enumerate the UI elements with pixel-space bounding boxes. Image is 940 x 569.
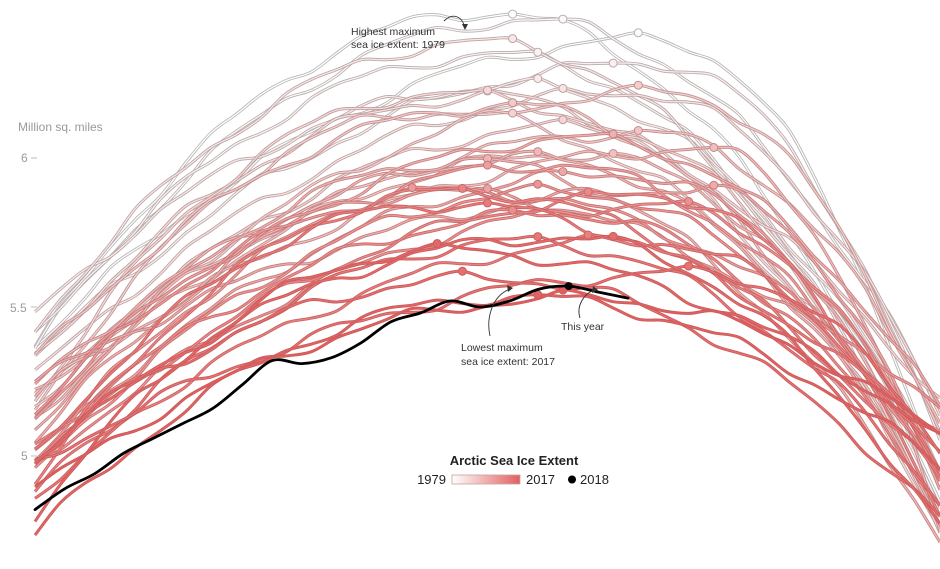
max-marker-2006 <box>508 205 518 215</box>
series-line-2005 <box>34 200 940 478</box>
max-marker-2015 <box>432 239 442 248</box>
legend-current-dot <box>568 475 576 484</box>
y-axis: Million sq. miles 6 5.5 5 <box>10 120 103 463</box>
annotation-current-arrowhead <box>592 286 598 293</box>
y-axis-label: Million sq. miles <box>18 120 103 134</box>
max-marker-2011 <box>533 232 543 242</box>
max-marker-2010 <box>483 198 492 208</box>
legend: Arctic Sea Ice Extent 1979 2017 2018 <box>417 453 609 487</box>
max-marker-1986 <box>558 83 568 93</box>
maximum-markers <box>407 9 719 300</box>
legend-title: Arctic Sea Ice Extent <box>450 453 579 468</box>
annotation-highest-line2: sea ice extent: 1979 <box>351 39 445 51</box>
max-marker-2012 <box>684 261 694 271</box>
max-marker-1984 <box>533 74 543 83</box>
max-marker-2003 <box>407 183 417 193</box>
annotation-current: This year <box>561 286 605 333</box>
max-marker-2014 <box>608 231 618 241</box>
max-marker-1998 <box>608 129 618 139</box>
annotation-current-text: This year <box>561 321 605 333</box>
max-marker-2004 <box>533 179 543 189</box>
annotation-highest-arrowhead <box>462 24 468 30</box>
max-marker-2001 <box>483 184 492 193</box>
series-line-1985 <box>34 37 940 518</box>
max-marker-2008 <box>457 183 467 193</box>
y-tick-label-5-5: 5.5 <box>10 301 27 315</box>
max-marker-1981 <box>558 14 568 24</box>
annotation-lowest-line2: sea ice extent: 2017 <box>461 356 555 368</box>
annotation-highest: Highest maximum sea ice extent: 1979 <box>351 15 468 51</box>
legend-current-year: 2018 <box>580 472 609 487</box>
annotation-lowest-arrowhead <box>507 285 513 292</box>
max-marker-1988 <box>483 85 492 95</box>
legend-start-year: 1979 <box>417 472 446 487</box>
max-marker-2018 <box>564 282 573 291</box>
series-line-2013 <box>34 270 940 517</box>
series-line-2006 <box>34 208 940 507</box>
series-line-2018 <box>33 284 630 511</box>
max-marker-2002 <box>483 160 492 170</box>
max-marker-2016 <box>533 290 543 300</box>
series-line-2015 <box>34 242 940 522</box>
annotation-highest-line1: Highest maximum <box>351 26 435 38</box>
max-marker-2000 <box>558 167 568 177</box>
series-line-1992 <box>34 101 940 527</box>
max-marker-1982 <box>533 47 543 57</box>
series-line-1998 <box>34 132 940 444</box>
max-marker-1992 <box>508 98 518 108</box>
max-marker-1995 <box>709 143 719 152</box>
legend-end-year: 2017 <box>526 472 555 487</box>
max-marker-2009 <box>583 230 593 240</box>
max-marker-1999 <box>709 180 719 190</box>
legend-gradient-swatch <box>451 474 521 485</box>
max-marker-2013 <box>457 266 467 276</box>
max-marker-1989 <box>558 115 568 125</box>
series-line-2012 <box>34 265 940 460</box>
max-marker-1985 <box>508 34 518 44</box>
max-marker-2005 <box>684 197 694 206</box>
series-line-2004 <box>34 183 940 482</box>
series-line-1999 <box>34 184 940 491</box>
max-marker-1983 <box>608 58 618 68</box>
annotation-lowest: Lowest maximum sea ice extent: 2017 <box>461 285 555 368</box>
max-marker-1996 <box>533 147 543 157</box>
max-marker-1979 <box>508 9 518 19</box>
y-tick-label-6: 6 <box>21 151 28 165</box>
max-marker-1993 <box>633 126 643 135</box>
annotation-lowest-arrow <box>488 288 511 337</box>
max-marker-2007 <box>583 187 593 197</box>
y-tick-label-5: 5 <box>21 449 28 463</box>
max-marker-1994 <box>608 149 618 158</box>
max-marker-1991 <box>633 80 643 90</box>
max-marker-1980 <box>633 28 643 38</box>
max-marker-1990 <box>508 108 518 118</box>
annotation-lowest-line1: Lowest maximum <box>461 342 543 354</box>
